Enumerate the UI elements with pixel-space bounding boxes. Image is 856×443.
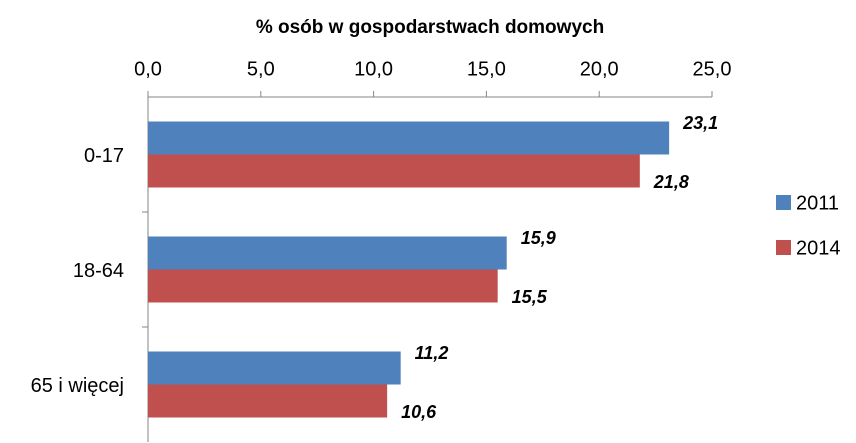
x-tick-label: 10,0	[354, 58, 393, 80]
value-label: 21,8	[653, 172, 689, 192]
value-label: 23,1	[682, 113, 718, 133]
bar	[148, 236, 507, 270]
legend-swatch	[776, 195, 791, 210]
legend-label: 2011	[796, 192, 839, 214]
bar	[148, 351, 401, 385]
axis-title: % osób w gospodarstwach domowych	[256, 17, 604, 38]
bar	[148, 121, 670, 155]
y-tick-label: 0-17	[84, 145, 124, 167]
value-label: 10,6	[401, 402, 437, 422]
legend-swatch	[776, 240, 791, 255]
bar	[148, 154, 640, 188]
x-tick-label: 15,0	[467, 58, 506, 80]
x-tick-label: 20,0	[580, 58, 619, 80]
value-label: 15,5	[512, 287, 548, 307]
x-tick-label: 0,0	[134, 58, 162, 80]
x-tick-label: 5,0	[247, 58, 275, 80]
y-tick-label: 65 i więcej	[31, 375, 124, 397]
y-tick-label: 18-64	[73, 260, 124, 282]
bar	[148, 384, 388, 418]
value-label: 15,9	[521, 228, 556, 248]
legend-label: 2014	[796, 237, 841, 259]
value-label: 11,2	[415, 343, 449, 363]
bar	[148, 269, 498, 303]
x-tick-label: 25,0	[693, 58, 732, 80]
